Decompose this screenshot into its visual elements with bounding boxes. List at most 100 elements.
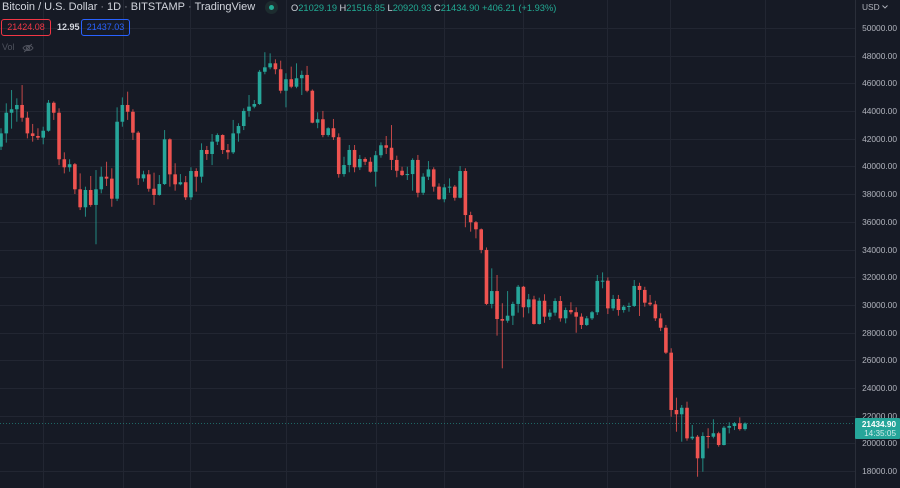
candle bbox=[458, 166, 462, 199]
candle bbox=[83, 186, 88, 217]
candle bbox=[431, 167, 436, 192]
candle bbox=[231, 119, 235, 154]
candle bbox=[542, 294, 547, 323]
candle bbox=[141, 170, 146, 182]
candle-body bbox=[220, 135, 225, 150]
candle bbox=[94, 170, 98, 245]
candle-body bbox=[289, 79, 294, 87]
price-change: +406.21 bbox=[481, 3, 516, 13]
candle-body bbox=[479, 229, 484, 250]
candle bbox=[194, 168, 199, 192]
candle-body bbox=[558, 301, 563, 319]
candle bbox=[57, 108, 61, 166]
candle-body bbox=[331, 128, 336, 138]
candle bbox=[315, 112, 320, 129]
candle-body bbox=[532, 299, 536, 325]
candle-body bbox=[590, 312, 594, 319]
candle-body bbox=[642, 289, 647, 303]
price-axis-border bbox=[855, 0, 856, 488]
candle bbox=[426, 161, 431, 181]
price-axis-label: 46000.00 bbox=[862, 78, 897, 89]
candle bbox=[263, 52, 267, 75]
candle bbox=[653, 300, 658, 321]
candle-body bbox=[326, 128, 330, 136]
candle bbox=[447, 178, 452, 193]
candle-body bbox=[120, 104, 125, 122]
candle-body bbox=[363, 158, 367, 162]
candle bbox=[210, 134, 214, 166]
candle-body bbox=[347, 149, 352, 166]
candle-body bbox=[30, 133, 35, 136]
candle-body bbox=[437, 186, 441, 200]
candle-body bbox=[125, 104, 130, 112]
status-dot bbox=[269, 5, 274, 10]
candle bbox=[152, 172, 156, 205]
candle-body bbox=[458, 171, 462, 198]
candle-body bbox=[73, 164, 77, 190]
candle bbox=[511, 301, 515, 325]
price-axis-label: 24000.00 bbox=[862, 382, 897, 393]
price-chart-pane[interactable] bbox=[0, 0, 855, 488]
candle bbox=[722, 426, 726, 446]
candle bbox=[421, 173, 425, 195]
candle bbox=[41, 126, 46, 145]
candle bbox=[706, 428, 710, 449]
price-axis[interactable]: USD 50000.00 48000.00 46000.00 44000.00 4200… bbox=[855, 0, 900, 488]
candle bbox=[125, 91, 130, 120]
candle-body bbox=[584, 318, 589, 325]
candle bbox=[110, 168, 114, 207]
candle bbox=[352, 144, 357, 173]
candle-body bbox=[252, 104, 257, 107]
market-open-status-icon[interactable] bbox=[265, 1, 278, 14]
candle bbox=[305, 65, 309, 93]
candle bbox=[389, 125, 394, 171]
candle-body bbox=[110, 178, 114, 199]
candle-body bbox=[236, 126, 241, 134]
candle-body bbox=[83, 189, 88, 208]
candle-body bbox=[500, 319, 505, 321]
candle-body bbox=[342, 165, 346, 175]
candle bbox=[695, 435, 700, 477]
candle-body bbox=[268, 63, 272, 68]
candle bbox=[468, 211, 473, 232]
candle-body bbox=[379, 145, 383, 156]
candle-body bbox=[310, 90, 315, 123]
candle bbox=[379, 142, 383, 158]
candle-body bbox=[278, 69, 283, 91]
volume-indicator-label[interactable]: Vol bbox=[2, 42, 15, 52]
candle bbox=[574, 307, 578, 333]
candle-body bbox=[648, 302, 652, 305]
candle bbox=[363, 157, 367, 166]
symbol-title[interactable]: Bitcoin / U.S. Dollar · 1D · BITSTAMP · Tradin… bbox=[2, 1, 255, 14]
candle bbox=[157, 175, 162, 196]
candle bbox=[537, 297, 542, 325]
candle bbox=[104, 161, 109, 186]
candle-body bbox=[516, 286, 520, 304]
candle bbox=[563, 307, 568, 324]
candle bbox=[584, 315, 589, 326]
candle bbox=[627, 302, 631, 312]
buy-button[interactable]: 21437.03 bbox=[81, 19, 130, 36]
candle bbox=[500, 303, 505, 369]
candle-body bbox=[352, 149, 357, 168]
candle bbox=[25, 111, 30, 139]
candle bbox=[131, 109, 135, 141]
candle-body bbox=[41, 130, 46, 138]
candle bbox=[358, 154, 362, 171]
candle-body bbox=[453, 186, 457, 198]
candle-body bbox=[616, 298, 621, 311]
candle bbox=[679, 404, 684, 442]
sell-button[interactable]: 21424.08 bbox=[1, 19, 51, 36]
candle-body bbox=[67, 164, 72, 168]
candle-body bbox=[431, 169, 436, 187]
candle-body bbox=[658, 318, 663, 328]
candle bbox=[30, 123, 35, 142]
candle-body bbox=[146, 174, 151, 189]
currency-selector[interactable]: USD bbox=[862, 1, 888, 13]
candle bbox=[342, 156, 346, 177]
candle bbox=[526, 293, 531, 314]
candle-body bbox=[284, 79, 288, 91]
eye-crossed-icon[interactable] bbox=[22, 41, 34, 53]
candle bbox=[336, 133, 341, 178]
